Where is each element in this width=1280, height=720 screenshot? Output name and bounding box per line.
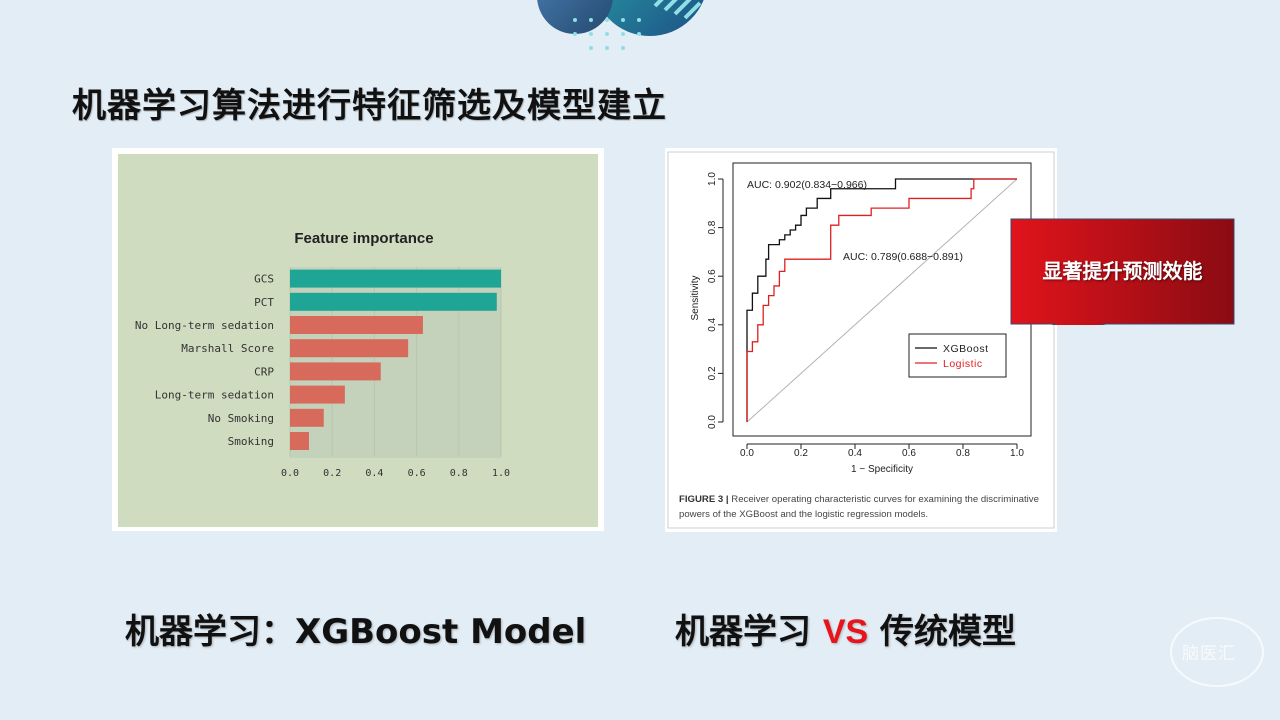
x-tick-label: 0.2: [794, 448, 808, 459]
xgboost-model-label: 机器学习：XGBoost Model: [125, 612, 587, 652]
chart-title: Feature importance: [294, 230, 433, 247]
category-label: CRP: [254, 365, 274, 378]
x-tick-label: 0.4: [848, 448, 862, 459]
legend-label-logistic: Logistic: [943, 358, 983, 370]
callout-shape: [1010, 218, 1235, 325]
auc-annotation-logistic: AUC: 0.789(0.688−0.891): [843, 251, 963, 263]
bar-series: [290, 269, 501, 450]
x-tick-label: 0.8: [450, 468, 468, 479]
bar-long-term-sedation: [290, 385, 345, 404]
x-tick-label: 0.0: [740, 448, 754, 459]
comparison-label-post: 传统模型: [868, 612, 1017, 652]
comparison-label: 机器学习 VS 传统模型: [675, 604, 1016, 653]
figure-border: [667, 151, 1055, 529]
bar-no-long-term-sedation: [290, 316, 423, 334]
axes: 0.0 0.2 0.4 0.6 0.8 1.0 0.0 0.2 0.4 0.6 0.8 1.0: [707, 172, 1024, 459]
figure-caption-text: Receiver operating characteristic curves…: [679, 494, 1039, 520]
y-tick-label: 1.0: [707, 172, 718, 186]
auc-annotation-xgboost: AUC: 0.902(0.834−0.966): [747, 179, 867, 191]
figure-caption-label: FIGURE 3 |: [679, 494, 729, 505]
bar-no-smoking: [290, 408, 324, 427]
figure-caption: FIGURE 3 | Receiver operating characteri…: [679, 492, 1049, 522]
feature-importance-chart: Feature importance GCS PCT No Long-term se…: [118, 154, 598, 527]
roc-curve-logistic: [746, 178, 1017, 422]
x-tick-label: 0.4: [365, 468, 383, 479]
decorative-circles: [537, 0, 704, 50]
watermark-logo: [1170, 617, 1264, 687]
category-label: PCT: [254, 296, 274, 309]
bar-pct: [290, 292, 497, 311]
watermark-text: 脑医汇: [1182, 644, 1236, 664]
y-tick-label: 0.6: [707, 269, 718, 283]
roc-curve-xgboost: [746, 178, 1017, 422]
bar-smoking: [290, 432, 309, 450]
reference-diagonal: [746, 178, 1018, 423]
slide-title: 机器学习算法进行特征筛选及模型建立: [72, 86, 667, 126]
x-axis-label: 1 − Specificity: [851, 464, 913, 475]
x-tick-label: 0.0: [281, 468, 299, 479]
roc-chart: 0.0 0.2 0.4 0.6 0.8 1.0 0.0 0.2 0.4 0.6 0.8 1.0 Sen…: [667, 151, 1055, 529]
bar-crp: [290, 362, 381, 381]
category-label: Long-term sedation: [155, 389, 274, 402]
x-tick-label: 1.0: [1010, 448, 1024, 459]
callout-text: 显著提升预测效能: [1042, 259, 1203, 283]
x-tick-label: 0.6: [408, 468, 426, 479]
category-label: No Smoking: [208, 412, 274, 425]
bar-gcs: [290, 269, 501, 288]
legend-box: [908, 333, 1007, 378]
roc-panel: 0.0 0.2 0.4 0.6 0.8 1.0 0.0 0.2 0.4 0.6 0.8 1.0 Sen…: [665, 148, 1057, 532]
feature-importance-panel: Feature importance GCS PCT No Long-term se…: [112, 148, 604, 531]
roc-lines: [746, 178, 1018, 423]
x-axis-ticks: 0.0 0.2 0.4 0.6 0.8 1.0: [281, 468, 510, 479]
y-axis-label: Sensitivity: [690, 275, 701, 320]
y-tick-label: 0.4: [707, 317, 718, 331]
category-label: Smoking: [228, 435, 274, 448]
plot-frame: [732, 162, 1032, 437]
x-tick-label: 0.6: [902, 448, 916, 459]
x-tick-label: 1.0: [492, 468, 510, 479]
comparison-label-pre: 机器学习: [675, 612, 823, 652]
x-tick-label: 0.2: [323, 468, 341, 479]
category-label: No Long-term sedation: [135, 319, 274, 332]
category-label: Marshall Score: [181, 342, 274, 355]
category-labels: GCS PCT No Long-term sedation Marshall Scor…: [135, 273, 274, 448]
legend: XGBoost Logistic: [908, 333, 1007, 378]
bar-marshall-score: [290, 339, 409, 358]
y-tick-label: 0.0: [707, 415, 718, 429]
legend-label-xgboost: XGBoost: [943, 343, 989, 355]
x-tick-label: 0.8: [956, 448, 970, 459]
vs-label: VS: [822, 613, 869, 651]
y-tick-label: 0.2: [707, 366, 718, 380]
y-tick-label: 0.8: [707, 220, 718, 234]
category-label: GCS: [254, 273, 274, 286]
